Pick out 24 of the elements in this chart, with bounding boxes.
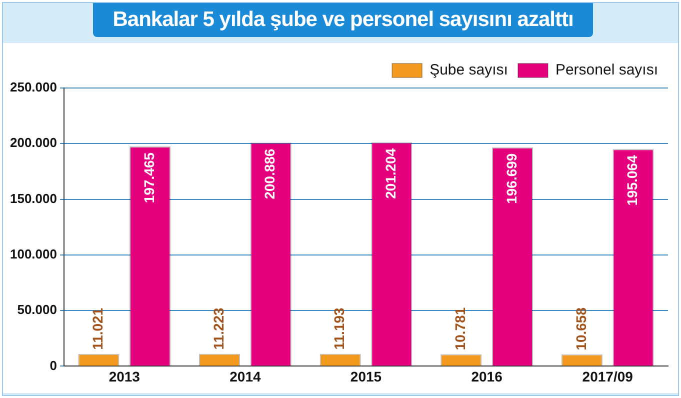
data-label: 201.204 [382, 148, 399, 199]
x-tick-label: 2013 [108, 368, 140, 384]
x-tick-label: 2017/09 [582, 368, 634, 384]
y-tick-label: 100.000 [10, 246, 57, 262]
data-label: 11.193 [331, 307, 348, 350]
data-label: 195.064 [624, 154, 640, 206]
y-tick-label: 200.000 [10, 135, 57, 150]
x-tick-label: 2015 [350, 368, 382, 384]
data-label: 11.223 [210, 307, 226, 350]
y-tick-label: 150.000 [10, 190, 57, 206]
data-label: 196.699 [503, 153, 520, 204]
chart-title: Bankalar 5 yılda şube ve personel sayısını azalttı [93, 3, 593, 37]
x-tick-label: 2016 [471, 368, 503, 384]
data-label: 197.465 [140, 152, 157, 204]
data-label: 10.781 [452, 307, 468, 350]
data-label: 11.021 [90, 308, 106, 350]
data-label: 200.886 [262, 148, 278, 200]
legend-label: Personel sayısı [555, 62, 658, 79]
y-tick-label: 0 [50, 358, 57, 373]
data-label: 10.658 [572, 307, 589, 350]
y-tick-label: 250.000 [10, 80, 57, 95]
legend-label: Şube sayısı [430, 62, 508, 79]
y-tick-label: 50.000 [17, 302, 57, 318]
x-tick-label: 2014 [230, 368, 261, 384]
